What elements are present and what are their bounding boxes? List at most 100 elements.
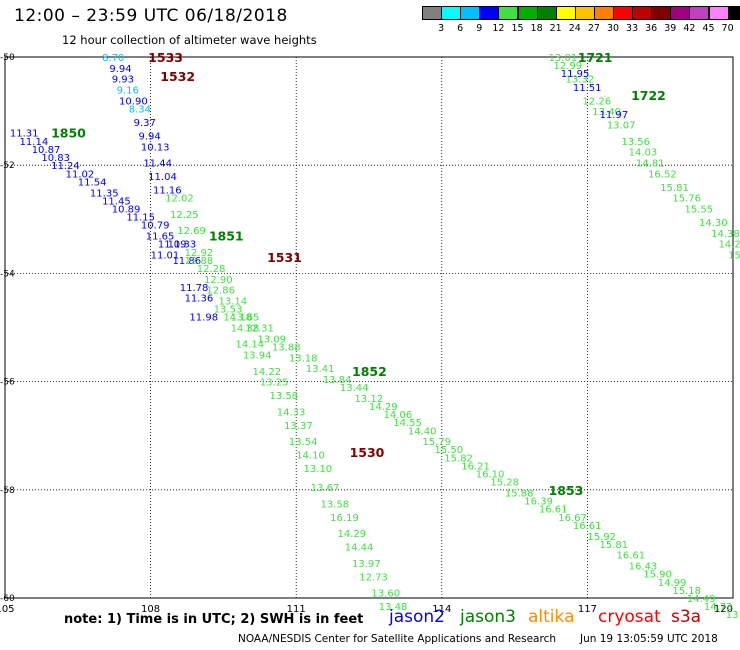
wave-height-value: 11.14 [20,137,49,148]
wave-height-value: 13.07 [607,121,636,132]
wave-height-value: 10.90 [119,96,148,107]
x-tick-label: 117 [578,604,597,615]
wave-height-value: 15.81 [600,540,629,551]
wave-height-value: 11.15 [126,213,155,224]
wave-height-value: 11.04 [148,172,177,183]
wave-height-value: 14.38 [231,324,260,335]
wave-height-value: 14.03 [629,148,658,159]
wave-height-value: 11.86 [172,256,201,267]
y-tick-label: -58 [0,486,15,496]
wave-height-value: 13.41 [306,364,335,375]
x-tick-label: 114 [432,604,451,615]
page-subtitle: 12 hour collection of altimeter wave hei… [62,33,317,47]
wave-height-value: 13.25 [260,378,289,389]
pass-label: 1530 [350,445,385,460]
wave-height-values: 8.709.168.349.949.9310.909.379.9410.1311… [10,53,740,621]
wave-height-value: 16.19 [330,513,359,524]
wave-height-value: 13.58 [320,499,349,510]
wave-height-value: 11.09 [158,240,187,251]
timestamp: Jun 19 13:05:59 UTC 2018 [580,633,718,645]
wave-height-value: 16.61 [617,551,646,562]
wave-height-value: 16.21 [461,461,490,472]
wave-height-value: 14.29 [337,529,366,540]
legend-label: 39 [664,23,677,34]
pass-label: 1852 [352,364,387,379]
wave-height-value: 8.34 [129,104,151,115]
legend-label: 36 [645,23,658,34]
legend-label: 27 [587,23,600,34]
wave-height-value: 13.01 [549,53,578,64]
pass-labels: 1533 1532 1850 1851 1531 1852 1530 1721 1722 1853 [51,50,666,498]
page-title: 12:00 – 23:59 UTC 06/18/2018 [14,6,288,26]
wave-height-value: 13.97 [352,559,381,570]
wave-height-value: 11.97 [600,110,629,121]
wave-height-value: 14.29 [369,402,398,413]
wave-height-value: 14.18 [223,313,252,324]
x-tick-label: 105 [0,604,15,615]
wave-height-value: 9.37 [134,118,156,129]
wave-height-value: 14.99 [658,578,687,589]
wave-height-value: 11.01 [151,250,180,261]
wave-height-value: 13.63 [726,610,740,621]
wave-height-value: 13.37 [284,421,313,432]
wave-height-value: 16.52 [648,169,677,180]
wave-height-value: 14.49 [687,594,716,605]
wave-height-value: 14.55 [393,418,422,429]
wave-height-value: 11.36 [185,294,214,305]
wave-height-value: 13.84 [323,375,352,386]
wave-height-value: 9.94 [109,64,131,75]
pass-label: 1533 [148,50,183,65]
legend-swatch [727,6,740,20]
y-tick-label: -50 [0,53,15,63]
wave-height-value: 16.39 [524,497,553,508]
wave-height-value: 14.10 [296,451,325,462]
wave-height-value: 14.73 [704,602,733,613]
wave-height-value: 11.24 [51,161,80,172]
wave-height-value: 16.61 [539,505,568,516]
grid-lines [5,57,733,598]
y-tick-label: -54 [0,269,15,279]
wave-height-value: 13.10 [303,464,332,475]
wave-height-value: 10.13 [141,142,170,153]
wave-height-value: 10.79 [141,221,170,232]
wave-height-value: 11.95 [561,69,590,80]
y-tick-label: -60 [0,594,15,604]
wave-height-value: 15.79 [422,437,451,448]
x-tick-label: 108 [141,604,160,615]
legend-label: 18 [530,23,543,34]
wave-height-value: 11.33 [168,240,197,251]
wave-height-value: 13.44 [340,383,369,394]
pass-label: 1531 [267,250,302,265]
wave-height-value: 11.54 [78,177,107,188]
wave-height-value: 15.18 [672,586,701,597]
wave-height-value: 12.90 [204,275,233,286]
legend-label: 42 [683,23,696,34]
wave-height-value: 15.82 [444,453,473,464]
wave-height-value: 11.51 [573,83,602,94]
y-tick-label: -56 [0,378,15,388]
wave-height-value: 15.28 [490,478,519,489]
wave-height-value: 14.22 [253,367,282,378]
wave-height-value: 8.70 [102,53,124,64]
pass-label: 1722 [631,88,666,103]
wave-height-value: 14.38 [711,229,740,240]
satellite-altika: altika [528,607,575,627]
plot-frame [4,56,734,599]
wave-height-value: 10.87 [32,145,61,156]
wave-height-value: 11.35 [90,188,119,199]
wave-height-value: 15.90 [643,570,672,581]
wave-height-value: 13.67 [311,483,340,494]
pass-label: 1851 [209,229,244,244]
wave-height-value: 13.12 [354,394,383,405]
satellite-jason3: jason3 [460,607,516,627]
wave-height-value: 12.69 [177,226,206,237]
wave-height-value: 15.55 [684,204,713,215]
wave-height-value: 12.73 [359,572,388,583]
wave-height-value: 15.76 [672,194,701,205]
wave-height-value: 13.56 [621,137,650,148]
wave-height-value: 13.09 [257,334,286,345]
wave-height-value: 13.94 [243,351,272,362]
wave-height-value: 13.14 [219,296,248,307]
wave-height-value: 16.43 [629,562,658,573]
